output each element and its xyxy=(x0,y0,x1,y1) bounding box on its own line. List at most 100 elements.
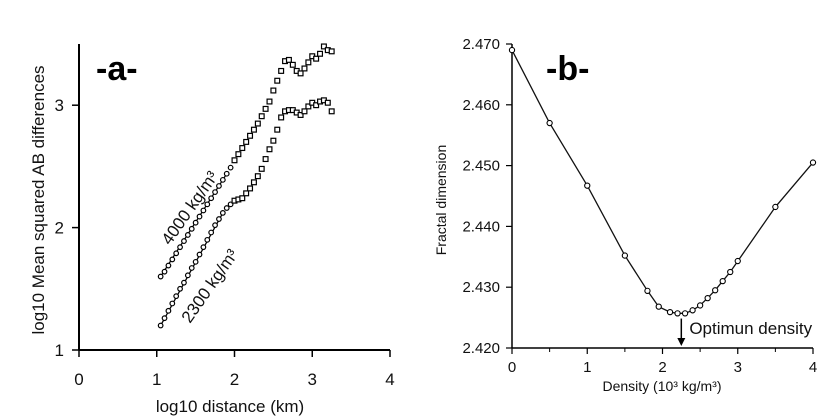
panel-a-point-0-22 xyxy=(243,138,250,145)
panel-a-point-0-40 xyxy=(313,55,320,62)
panel-a-point-1-4 xyxy=(173,293,180,300)
panel-a-point-1-21 xyxy=(239,195,246,202)
optimum-annotation: Optimun density xyxy=(689,319,812,338)
panel-b-y-tick-label-3: 2.450 xyxy=(462,158,500,175)
panel-a-point-1-23 xyxy=(247,185,254,192)
panel-a-x-ticks: 0 1 2 3 4 xyxy=(74,350,395,389)
panel-b-point-11 xyxy=(704,294,711,302)
panel-b-y-tick-label-1: 2.430 xyxy=(462,279,500,296)
panel-a-point-1-11 xyxy=(200,244,207,251)
panel-a-y-tick-label-1: 2 xyxy=(55,219,64,238)
panel-a-point-0-14 xyxy=(212,189,218,196)
panel-b-x-axis-title: Density (10³ kg/m³) xyxy=(602,378,721,394)
panel-a-point-1-17 xyxy=(223,205,230,211)
panel-a-point-0-30 xyxy=(274,77,281,84)
panel-a-point-1-10 xyxy=(196,251,203,258)
panel-b-x-tick-label-3: 3 xyxy=(734,359,742,376)
panel-a-point-0-16 xyxy=(219,176,226,183)
panel-b-points xyxy=(508,46,817,317)
panel-b-y-axis-title: Fractal dimension xyxy=(433,145,449,256)
panel-a-point-0-26 xyxy=(258,113,265,120)
panel-a-x-tick-label-3: 3 xyxy=(308,370,317,389)
panel-b-x-ticks: 0 1 2 3 4 xyxy=(508,348,817,376)
panel-a-point-0-24 xyxy=(250,126,257,133)
panel-b-point-5 xyxy=(655,303,662,310)
panel-b-y-ticks: 2.420 2.430 2.440 2.450 2.460 2.470 xyxy=(462,36,512,357)
panel-b-x-tick-label-2: 2 xyxy=(658,359,666,376)
panel-a-point-1-8 xyxy=(188,265,195,271)
panel-a-point-0-8 xyxy=(188,225,195,232)
panel-a-point-0-41 xyxy=(317,50,324,57)
panel-a-point-0-3 xyxy=(169,256,176,263)
panel-a-point-1-7 xyxy=(184,272,191,279)
panel-a-x-tick-label-4: 4 xyxy=(385,370,394,389)
panel-a-point-0-42 xyxy=(320,43,327,50)
panel-a-point-1-29 xyxy=(270,137,277,144)
panel-a-x-tick-label-2: 2 xyxy=(230,370,239,389)
panel-a-point-0-5 xyxy=(177,244,183,251)
panel-b-x-tick-label-4: 4 xyxy=(809,359,817,376)
panel-a-point-1-38 xyxy=(305,103,312,110)
panel-a-y-tick-label-0: 1 xyxy=(55,341,64,360)
panel-b-point-16 xyxy=(772,203,779,211)
panel-a-point-0-36 xyxy=(297,70,304,77)
panel-a-point-0-21 xyxy=(239,145,246,152)
panel-a-point-0-13 xyxy=(208,195,215,202)
panel-a-point-1-27 xyxy=(262,156,269,163)
panel-b-point-9 xyxy=(689,307,696,314)
panel-a-point-0-7 xyxy=(184,232,191,238)
annotation-2300: 2300 kg/m³ xyxy=(178,245,243,326)
panel-a-x-tick-label-0: 0 xyxy=(74,370,83,389)
panel-a-point-0-4 xyxy=(173,250,180,257)
panel-b-x-tick-label-0: 0 xyxy=(508,359,516,376)
panel-a-point-0-9 xyxy=(192,219,199,226)
panel-a-point-0-37 xyxy=(301,65,308,72)
panel-a-point-0-6 xyxy=(181,238,187,244)
panel-b-point-2 xyxy=(584,182,591,189)
panel-b-point-13 xyxy=(719,277,726,285)
panel-a-point-0-18 xyxy=(227,164,234,171)
panel-b-point-3 xyxy=(621,252,629,259)
panel-b-point-7 xyxy=(674,310,681,317)
panel-a-point-1-25 xyxy=(254,173,261,180)
panel-a-point-0-19 xyxy=(231,157,238,164)
panel-a-point-1-26 xyxy=(258,165,265,172)
panel-a-point-1-0 xyxy=(157,322,164,329)
panel-a-point-1-3 xyxy=(169,300,176,307)
panel-a-point-0-33 xyxy=(285,56,292,63)
panel-a-point-0-0 xyxy=(157,273,164,280)
panel-b-y-tick-label-2: 2.440 xyxy=(462,218,500,235)
panel-a-point-1-5 xyxy=(177,285,183,292)
panel-a-point-0-11 xyxy=(200,207,207,214)
panel-a-point-1-30 xyxy=(274,126,281,133)
panel-a-point-1-9 xyxy=(192,258,199,265)
panel-a-point-0-25 xyxy=(254,120,261,127)
panel-a-point-0-2 xyxy=(165,262,172,269)
panel-a-point-0-17 xyxy=(223,170,230,177)
panel-b-point-4 xyxy=(644,287,651,294)
panel-a-y-axis-title: log10 Mean squared AB differences xyxy=(29,65,48,334)
panel-b-point-0 xyxy=(508,46,516,54)
panel-a-point-1-1 xyxy=(161,315,168,322)
panel-a-point-0-34 xyxy=(289,61,296,68)
panel-b-y-tick-label-5: 2.470 xyxy=(462,36,500,53)
panel-a-point-0-15 xyxy=(216,183,222,189)
panel-b: 0 1 2 3 4 2.420 2.430 2.440 2.450 2.460 2.470 -b-… xyxy=(433,36,817,394)
panel-a-label: -a- xyxy=(96,50,138,88)
panel-b-point-1 xyxy=(546,119,553,127)
panel-b-y-tick-label-0: 2.420 xyxy=(462,340,500,357)
panel-a-y-ticks: 1 2 3 xyxy=(55,96,79,360)
panel-b-point-14 xyxy=(727,268,734,276)
panel-a-point-1-14 xyxy=(212,222,218,229)
panel-b-point-6 xyxy=(666,308,674,316)
panel-a-point-0-20 xyxy=(235,151,242,158)
panel-a-point-0-29 xyxy=(270,87,277,94)
panel-a-series xyxy=(157,43,335,329)
panel-a-point-1-37 xyxy=(301,108,308,115)
panel-a-point-0-31 xyxy=(278,67,285,74)
panel-a-point-1-12 xyxy=(204,236,211,243)
panel-a-point-0-1 xyxy=(161,268,168,275)
panel-a-point-1-6 xyxy=(181,279,187,286)
